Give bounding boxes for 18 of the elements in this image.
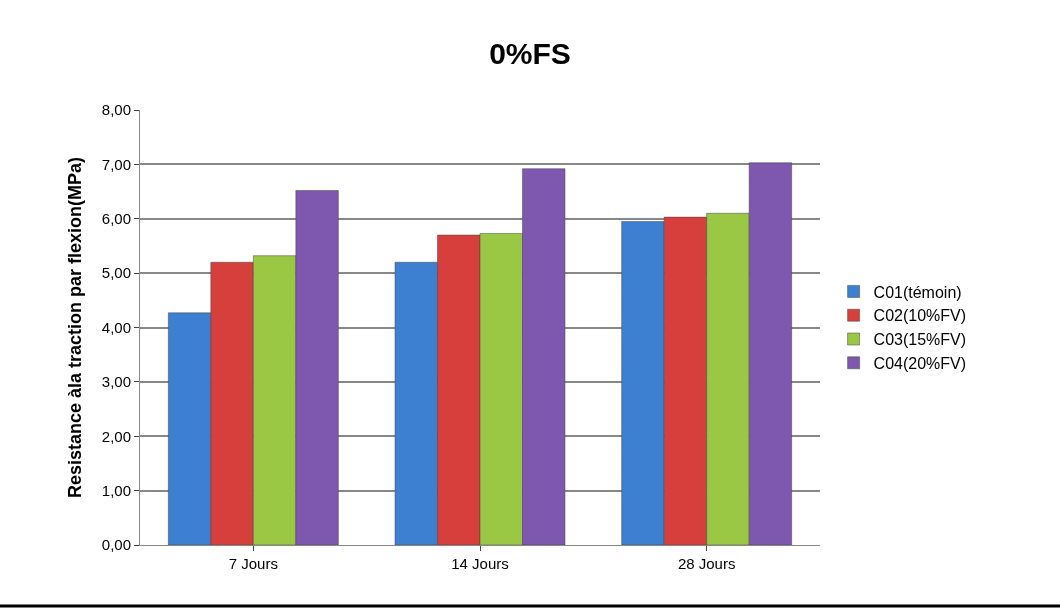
- y-axis-title: Resistance àla traction par flexion(MPa): [65, 156, 85, 499]
- y-tick-label: 8,00: [101, 101, 131, 119]
- y-tick-label: 1,00: [101, 481, 131, 499]
- chart-title: 0%FS: [489, 37, 571, 71]
- x-tick-label: 28 Jours: [677, 555, 736, 572]
- legend-label: C01(témoin): [873, 283, 962, 301]
- y-tick-label: 0,00: [101, 536, 131, 554]
- x-tick-label: 14 Jours: [451, 555, 509, 572]
- legend-label: C02(10%FV): [873, 307, 967, 325]
- legend-label: C03(15%FV): [873, 331, 967, 349]
- y-tick-label: 5,00: [101, 264, 131, 282]
- legend-label: C04(20%FV): [873, 355, 967, 373]
- y-tick-label: 6,00: [101, 210, 131, 227]
- y-tick-label: 3,00: [101, 373, 131, 391]
- y-tick-label: 2,00: [101, 427, 131, 445]
- y-tick-label: 7,00: [101, 155, 131, 173]
- y-tick-label: 4,00: [101, 318, 131, 336]
- x-tick-label: 7 Jours: [228, 555, 278, 572]
